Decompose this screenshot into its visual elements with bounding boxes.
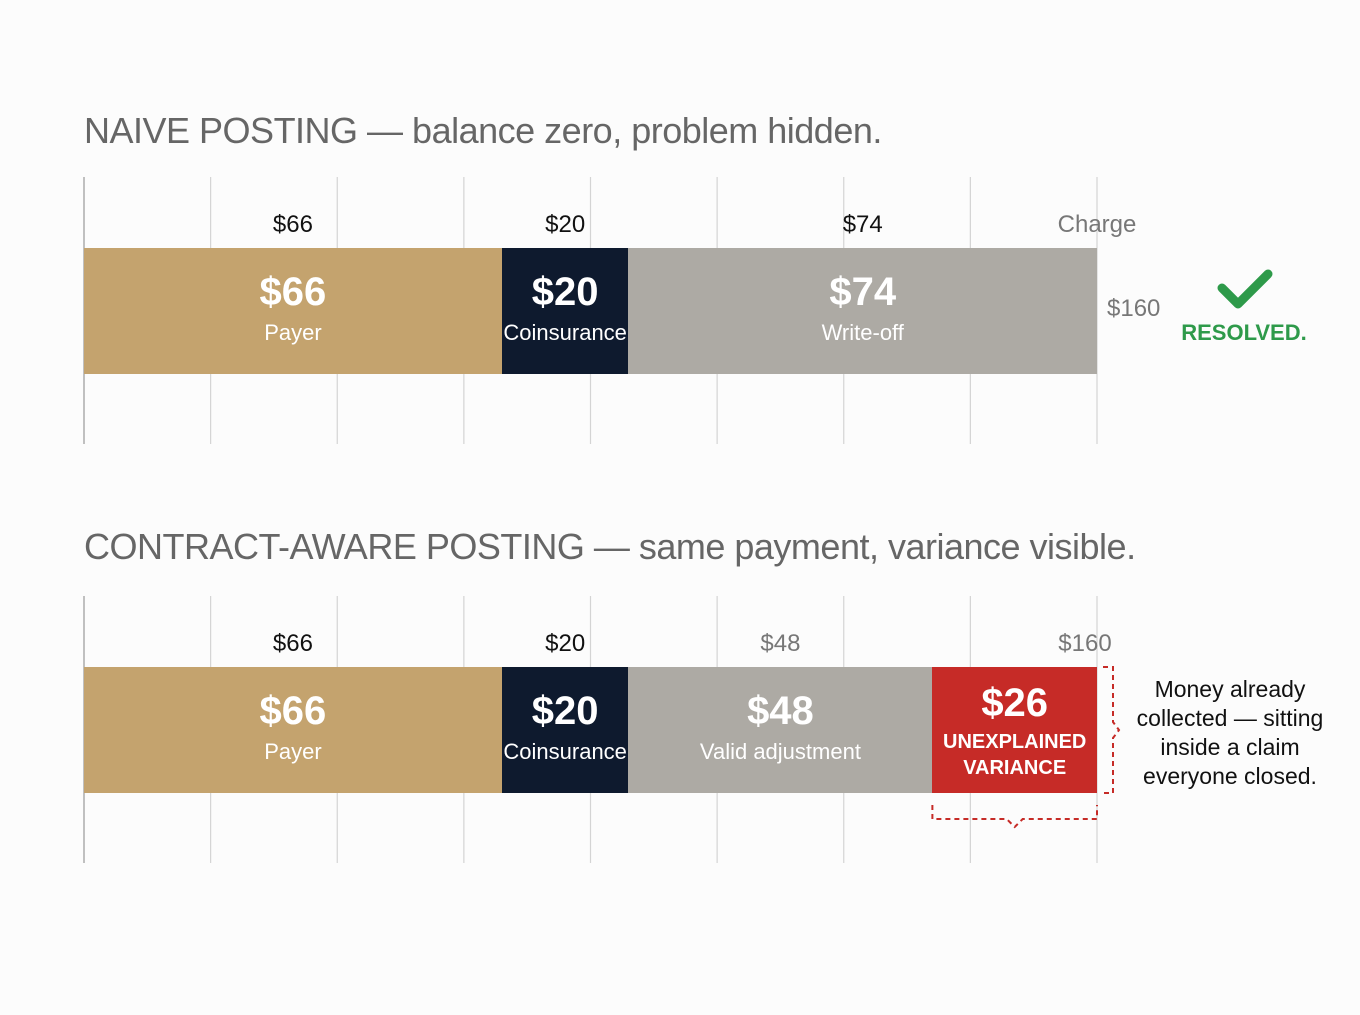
top-label: $66	[272, 630, 313, 657]
segment-name: Payer	[264, 320, 322, 345]
chart-title: NAIVE POSTING — balance zero, problem hi…	[84, 110, 882, 151]
segment	[932, 667, 1097, 793]
total-label: $160	[1058, 630, 1112, 657]
top-label: $20	[545, 211, 586, 238]
status: RESOLVED.	[1181, 320, 1307, 345]
segment-name: Coinsurance	[503, 739, 627, 764]
segment-name: UNEXPLAINED VARIANCE	[943, 731, 1087, 779]
segment-value: $26	[981, 681, 1049, 725]
segment-name: Coinsurance	[503, 320, 627, 345]
bracket-right	[1103, 666, 1121, 794]
segment	[628, 248, 1097, 374]
segment-value: $48	[747, 689, 814, 733]
annotation: Money already collected — sitting inside…	[1136, 676, 1324, 789]
segment	[84, 248, 502, 374]
end-label: Charge	[1057, 211, 1137, 238]
chart-title: CONTRACT-AWARE POSTING — same payment, v…	[84, 526, 1136, 567]
segment	[84, 667, 502, 793]
segment	[628, 667, 933, 793]
segment-name: Write-off	[821, 320, 904, 345]
bracket-bottom	[931, 805, 1098, 829]
total-label: $160	[1107, 295, 1161, 322]
top-label: $74	[842, 211, 883, 238]
segment	[501, 248, 629, 374]
segment-name: Payer	[264, 739, 322, 764]
segment	[501, 667, 629, 793]
top-label: $48	[760, 630, 801, 657]
top-label: $66	[272, 211, 313, 238]
segment-name: Valid adjustment	[699, 739, 861, 764]
check-icon	[1217, 269, 1273, 309]
segment-value: $74	[829, 270, 897, 314]
top-label: $20	[545, 630, 586, 657]
segment-value: $20	[531, 689, 599, 733]
segment-value: $66	[259, 689, 327, 733]
segment-value: $66	[259, 270, 327, 314]
segment-value: $20	[531, 270, 599, 314]
